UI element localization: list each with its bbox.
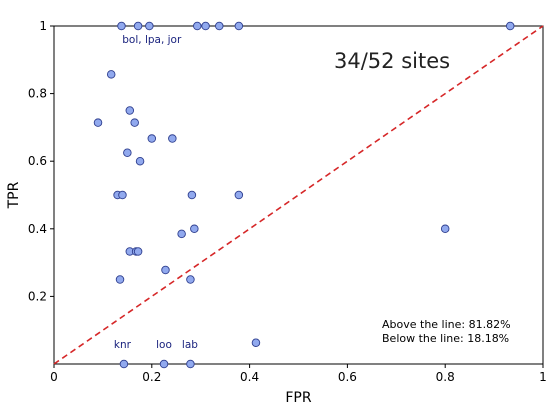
y-tick-label: 0.2 bbox=[28, 289, 47, 303]
data-point bbox=[168, 134, 177, 143]
x-tick-label: 0.6 bbox=[338, 370, 357, 384]
y-axis-ticks: 0.2 0.4 0.6 0.8 1 bbox=[28, 19, 54, 303]
x-tick-label: 0.4 bbox=[240, 370, 259, 384]
x-tick-label: 0.2 bbox=[142, 370, 161, 384]
data-point bbox=[133, 21, 143, 31]
data-point bbox=[234, 190, 244, 200]
data-point bbox=[215, 21, 224, 31]
x-tick-label: 0 bbox=[50, 370, 58, 384]
data-point bbox=[115, 275, 125, 284]
above-line-stat: Above the line: 81.82% bbox=[382, 318, 511, 331]
x-axis-ticks: 0 0.2 0.4 0.6 0.8 1 bbox=[50, 364, 547, 384]
data-point bbox=[193, 21, 202, 31]
data-point bbox=[234, 21, 244, 31]
y-axis-label: TPR bbox=[6, 181, 22, 209]
site-annotations: bol, lpa, jor knr loo lab bbox=[114, 34, 198, 351]
y-tick-label: 0.6 bbox=[28, 154, 47, 168]
data-point bbox=[119, 359, 129, 369]
data-points bbox=[93, 21, 515, 369]
data-point bbox=[190, 224, 199, 234]
y-tick-label: 0.4 bbox=[28, 222, 47, 236]
data-point bbox=[161, 265, 170, 275]
data-point bbox=[186, 275, 195, 284]
y-tick-label: 1 bbox=[39, 19, 47, 33]
data-point bbox=[125, 106, 135, 115]
site-annotation: knr bbox=[114, 339, 132, 351]
data-point bbox=[251, 338, 261, 347]
data-point bbox=[505, 21, 515, 31]
below-line-stat: Below the line: 18.18% bbox=[382, 332, 509, 345]
x-tick-label: 0.8 bbox=[436, 370, 455, 384]
x-tick-label: 1 bbox=[539, 370, 547, 384]
data-point bbox=[201, 21, 210, 31]
data-point bbox=[187, 190, 197, 200]
sites-count-label: 34/52 sites bbox=[334, 49, 450, 73]
site-annotation: lab bbox=[182, 339, 198, 351]
data-point bbox=[133, 247, 143, 256]
data-point bbox=[147, 134, 157, 143]
data-point bbox=[177, 229, 186, 239]
data-point bbox=[145, 21, 154, 31]
data-point bbox=[123, 148, 132, 157]
y-tick-label: 0.8 bbox=[28, 87, 47, 101]
data-point bbox=[130, 118, 139, 127]
data-point bbox=[118, 190, 127, 200]
site-annotation: loo bbox=[156, 339, 172, 351]
x-axis-label: FPR bbox=[285, 390, 311, 406]
data-point bbox=[117, 21, 126, 31]
data-point bbox=[159, 359, 169, 369]
diagonal-line bbox=[53, 25, 544, 365]
data-point bbox=[186, 359, 195, 369]
data-point bbox=[440, 224, 450, 234]
data-point bbox=[135, 156, 145, 166]
data-point bbox=[93, 118, 103, 127]
site-annotation: bol, lpa, jor bbox=[122, 34, 182, 46]
data-point bbox=[106, 70, 116, 79]
